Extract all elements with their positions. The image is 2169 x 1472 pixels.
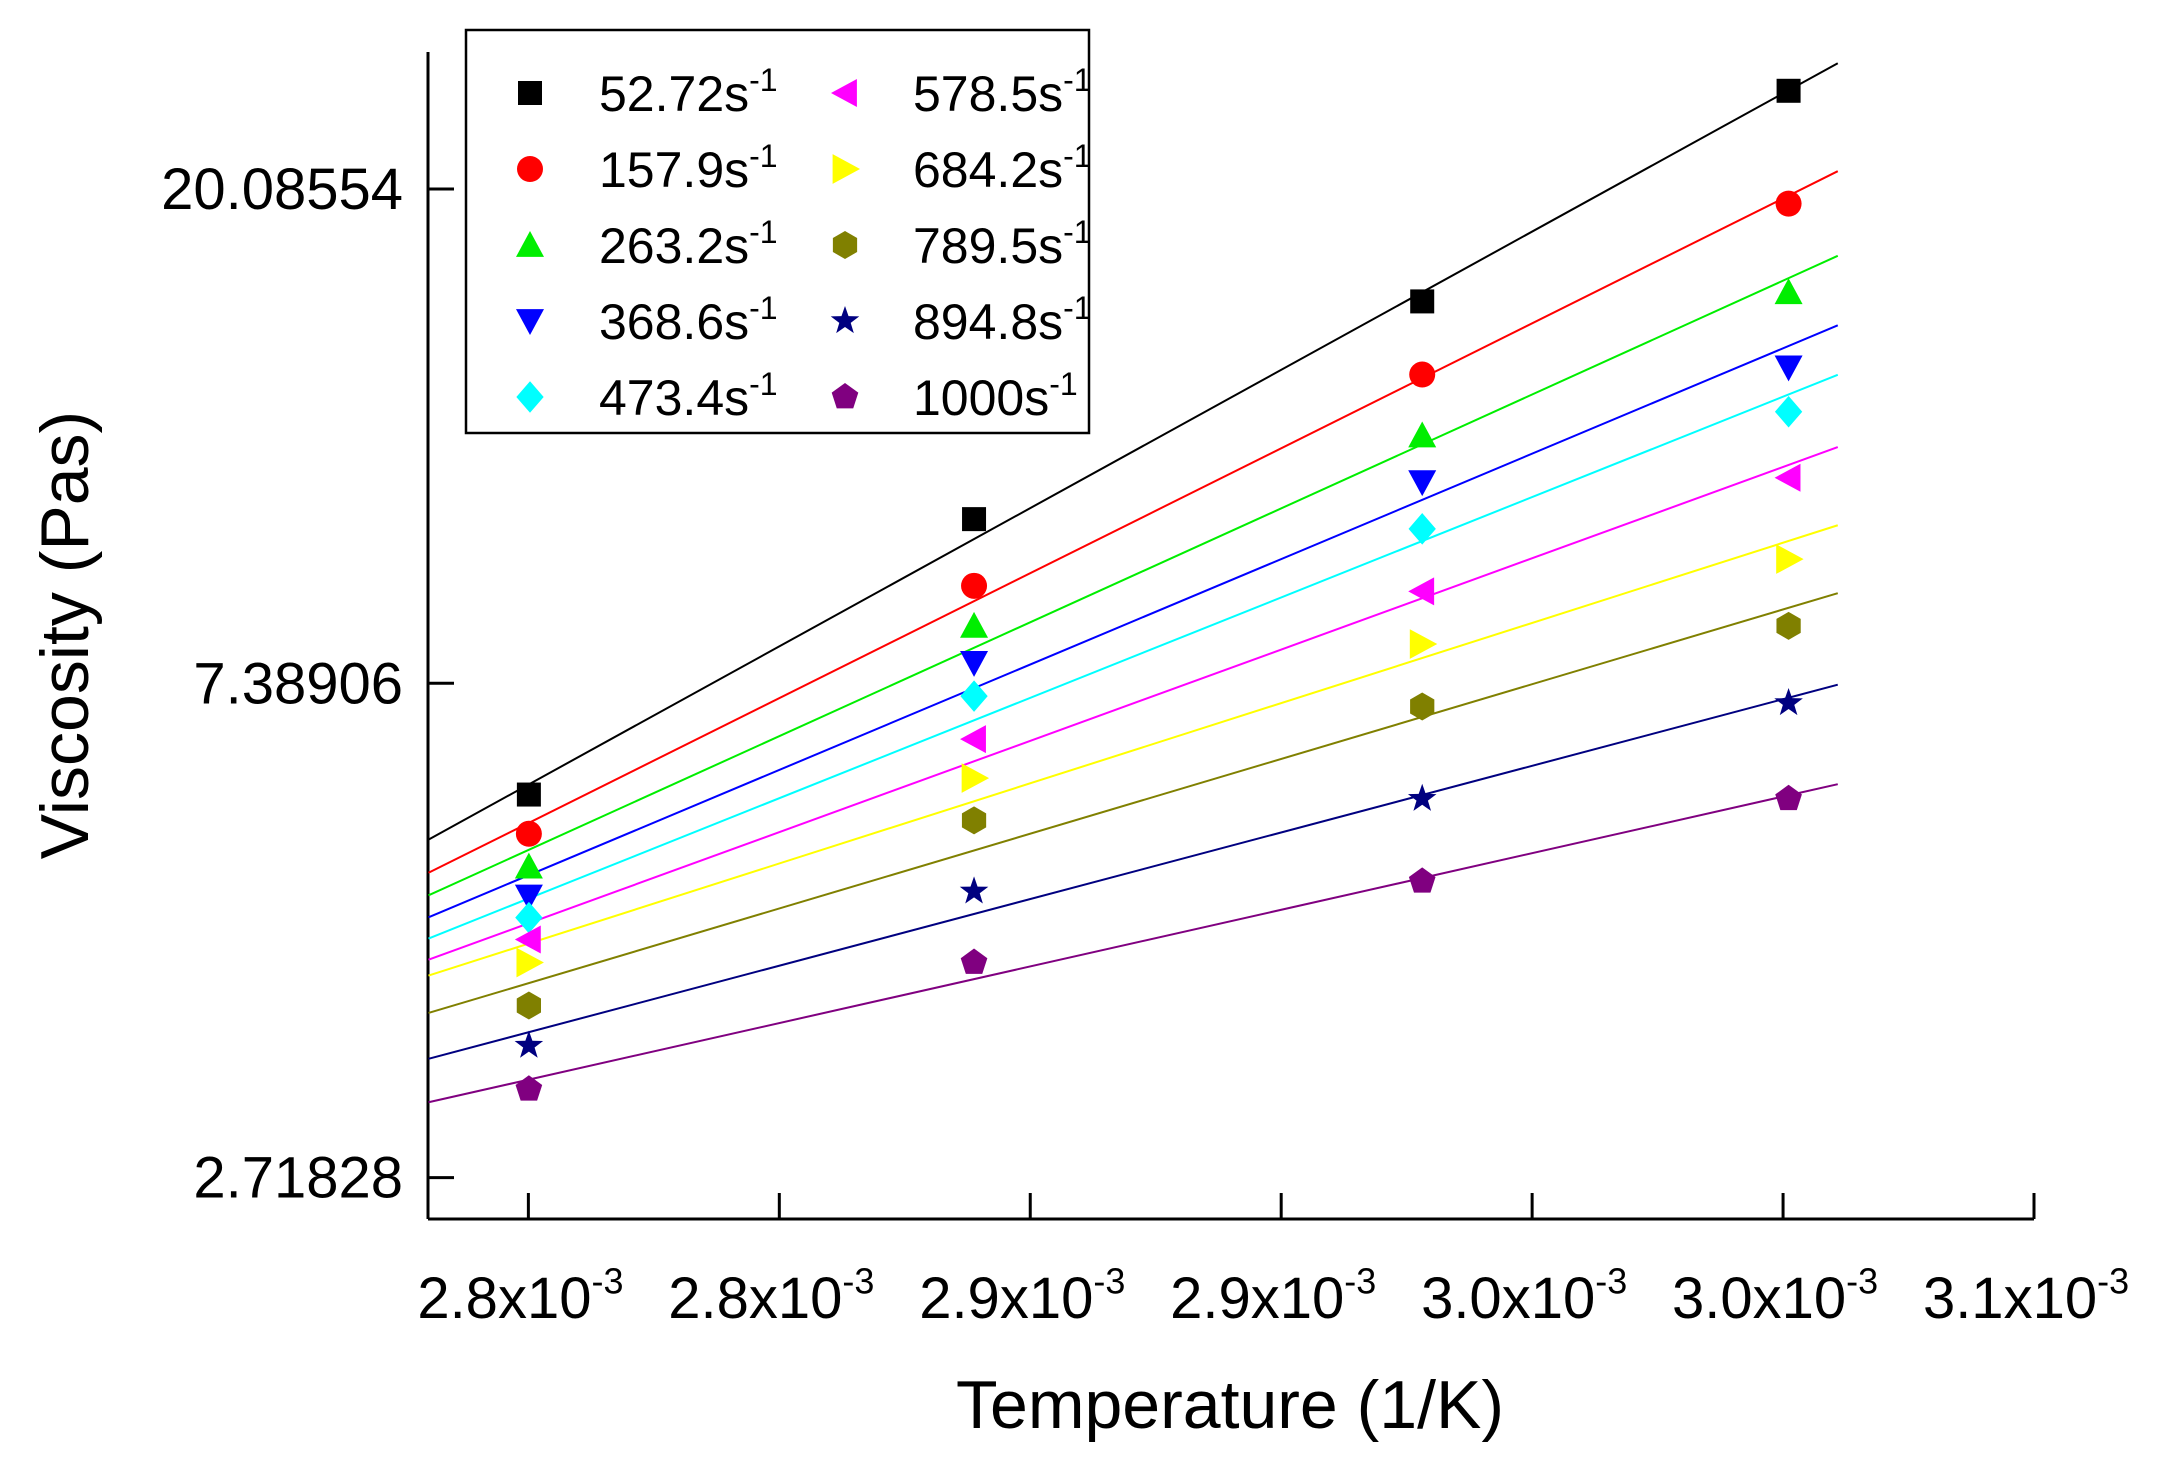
legend-label-894.8: 894.8s-1	[913, 290, 1092, 350]
x-tick-label: 3.1x10-3	[1923, 1261, 2129, 1331]
data-point-894.8	[514, 1030, 544, 1058]
data-point-1000	[1775, 784, 1802, 811]
x-tick-label: 2.9x10-3	[1170, 1261, 1376, 1331]
legend-label-1000: 1000s-1	[913, 366, 1078, 426]
y-axis-label: Viscosity (Pas)	[27, 411, 103, 859]
legend-label-263.2: 263.2s-1	[599, 214, 778, 274]
data-point-473.4	[1408, 513, 1436, 545]
data-point-368.6	[1408, 470, 1437, 497]
data-point-684.2	[961, 763, 990, 793]
fit-line-368.6	[428, 324, 1839, 919]
legend-marker-684.2	[832, 154, 861, 184]
data-point-578.5	[514, 925, 541, 954]
legend-marker-157.9	[517, 156, 543, 182]
data-point-684.2	[516, 947, 544, 978]
legend-frame	[464, 28, 1091, 435]
legend-marker-578.5	[831, 79, 857, 107]
legend-label-52.72: 52.72s-1	[599, 62, 778, 122]
fit-lines	[428, 62, 1839, 1104]
data-point-789.5	[1410, 692, 1435, 721]
legend-label-789.5: 789.5s-1	[913, 214, 1092, 274]
data-point-894.8	[959, 876, 989, 904]
fit-line-473.4	[428, 373, 1839, 940]
data-point-1000	[960, 948, 988, 974]
fit-line-578.5	[428, 446, 1839, 961]
data-point-684.2	[1409, 629, 1438, 659]
legend-marker-263.2	[516, 231, 544, 257]
x-tick-label: 3.0x10-3	[1421, 1261, 1627, 1331]
legend-marker-473.4	[516, 381, 544, 413]
legend-marker-1000	[831, 383, 859, 409]
data-point-1000	[515, 1075, 543, 1101]
data-point-789.5	[961, 806, 987, 835]
legend-marker-368.6	[516, 309, 544, 335]
data-point-52.72	[1410, 289, 1435, 314]
data-point-157.9	[1409, 361, 1436, 388]
data-point-578.5	[960, 725, 986, 754]
y-tick-label: 20.08554	[161, 157, 403, 222]
data-point-578.5	[1408, 577, 1435, 606]
legend: 52.72s-1 157.9s-1 263.2s-1 368.6s-1 473.4s-1…	[464, 28, 1092, 435]
fit-line-684.2	[428, 524, 1839, 977]
fit-line-52.72	[428, 62, 1839, 841]
x-tick-label: 2.9x10-3	[919, 1261, 1125, 1331]
data-point-157.9	[961, 572, 988, 599]
legend-label-157.9: 157.9s-1	[599, 138, 778, 198]
y-ticks: 2.71828 7.38906 20.08554	[161, 157, 454, 1211]
fit-line-263.2	[428, 254, 1839, 897]
fit-line-1000	[428, 783, 1838, 1104]
axes: 2.8x10-3 2.8x10-3 2.9x10-3 2.9x10-3 3.0x10-3…	[27, 52, 2129, 1443]
data-point-473.4	[1774, 395, 1803, 428]
data-point-1000	[1408, 867, 1436, 893]
data-point-52.72	[516, 782, 541, 807]
x-tick-label: 2.8x10-3	[668, 1261, 874, 1331]
data-point-894.8	[1774, 688, 1803, 716]
data-point-368.6	[1774, 355, 1803, 382]
data-point-473.4	[960, 680, 988, 712]
legend-label-578.5: 578.5s-1	[913, 62, 1092, 122]
fit-line-789.5	[428, 592, 1839, 1014]
x-tick-label: 3.0x10-3	[1672, 1261, 1878, 1331]
data-point-263.2	[1408, 421, 1437, 448]
data-point-368.6	[960, 651, 989, 677]
data-point-789.5	[1776, 611, 1801, 640]
data-point-157.9	[515, 820, 542, 847]
legend-marker-894.8	[830, 306, 860, 334]
data-point-368.6	[514, 884, 543, 911]
fit-line-157.9	[428, 170, 1839, 874]
legend-label-684.2: 684.2s-1	[913, 138, 1092, 198]
x-axis-label: Temperature (1/K)	[956, 1367, 1504, 1443]
y-tick-label: 2.71828	[193, 1146, 403, 1211]
legend-marker-789.5	[832, 231, 858, 259]
data-point-52.72	[962, 507, 987, 532]
legend-marker-52.72	[518, 81, 542, 105]
data-point-894.8	[1407, 783, 1437, 811]
fit-line-894.8	[428, 683, 1839, 1060]
data-point-684.2	[1776, 544, 1804, 574]
data-point-263.2	[1774, 278, 1803, 305]
data-point-52.72	[1776, 78, 1801, 103]
data-point-157.9	[1775, 190, 1802, 217]
data-point-578.5	[1774, 463, 1801, 492]
data-point-263.2	[514, 852, 543, 879]
data-points	[514, 78, 1804, 1101]
legend-label-473.4: 473.4s-1	[599, 366, 778, 426]
data-point-789.5	[516, 991, 541, 1020]
legend-label-368.6: 368.6s-1	[599, 290, 778, 350]
y-tick-label: 7.38906	[193, 651, 403, 716]
x-ticks: 2.8x10-3 2.8x10-3 2.9x10-3 2.9x10-3 3.0x10-3…	[417, 1193, 2129, 1331]
data-point-263.2	[960, 611, 989, 638]
x-tick-label: 2.8x10-3	[417, 1261, 623, 1331]
